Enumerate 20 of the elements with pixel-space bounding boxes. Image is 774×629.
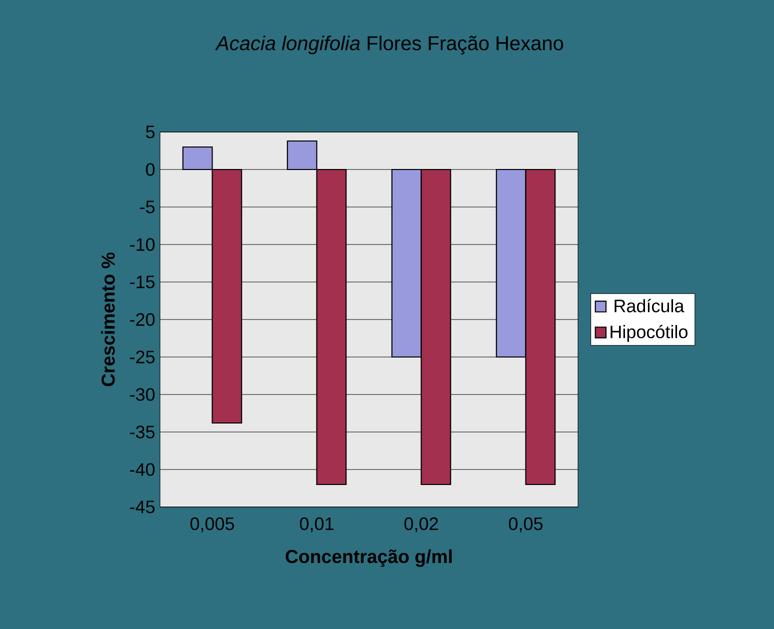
y-tick-label: -30 <box>130 388 155 401</box>
x-tick-label: 0,05 <box>508 517 543 532</box>
y-tick-label: 0 <box>146 163 155 176</box>
y-tick-label: -35 <box>130 426 155 438</box>
y-tick-label: 5 <box>146 126 155 138</box>
y-tick-label: -15 <box>130 276 155 288</box>
y-tick-label: -45 <box>130 500 155 514</box>
x-tick-label: 0,02 <box>404 517 438 532</box>
y-tick-label: -40 <box>130 463 155 476</box>
y-tick-label: -25 <box>130 350 155 364</box>
legend-label: Radícula <box>614 298 684 312</box>
y-tick-label: -10 <box>130 238 155 251</box>
y-axis-title: Crescimento % <box>101 252 115 386</box>
chart-title: Acacia longifolia Flores Fração Hexano <box>215 36 564 54</box>
legend-label: Hipocótilo <box>610 324 688 342</box>
x-tick-label: 0,005 <box>190 517 234 532</box>
x-axis-title: Concentração g/ml <box>286 549 452 567</box>
y-tick-label: -5 <box>140 200 155 214</box>
y-tick-label: -20 <box>130 313 155 326</box>
x-tick-label: 0,01 <box>300 517 334 532</box>
